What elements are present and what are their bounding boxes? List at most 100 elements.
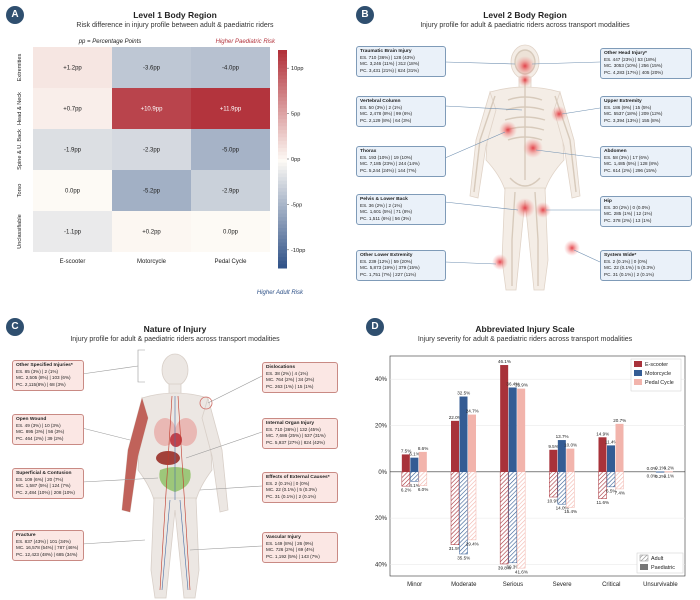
bar-paediatric-label: 10.0% [564,443,577,448]
bar-chart-category-label: Critical [602,582,620,588]
bar-group-label-paediatric: Paediatric [651,565,675,571]
heatmap-cell [112,211,191,252]
panel-b: B Level 2 Body Region Injury profile for… [350,0,700,300]
info-box-thorax: Thorax ES. 193 (10%) | 19 (10%) MC. 7,18… [356,146,446,177]
info-box-abdomen: Abdomen ES. 58 (3%) | 17 (6%) MC. 1,485 … [600,146,692,177]
colorbar-segment [278,191,287,196]
box-line: ES. 50 (3%) | 2 (1%) [360,105,403,111]
bar-legend-label: Pedal Cycle [645,380,674,386]
bar-adult [566,471,575,508]
bar-chart-category-label: Unsurvivable [643,582,678,588]
bar-adult [418,471,428,486]
heatmap-cell [33,129,112,170]
bar-paediatric-label: 7.5% [401,448,411,453]
info-box-pelvis: Pelvis & Lower Back ES. 36 (2%) | 2 (1%)… [356,194,446,225]
bar-adult-label: 0.2% [655,474,665,479]
box-line: ES. 49 (3%) | 10 (3%) [16,423,61,429]
bar-adult-label: 31.5% [449,546,462,551]
bar-chart-category-label: Severe [553,582,573,588]
panel-c-badge: C [6,318,24,336]
bar-paediatric [607,445,615,472]
info-box-traumatic-brain: Traumatic Brain Injury ES. 710 (36%) | 1… [356,46,446,77]
colorbar-segment [278,104,287,109]
box-line: ES. 36 (2%) | 2 (1%) [360,203,403,209]
colorbar-segment [278,238,287,244]
colorbar-segment [278,162,287,167]
box-line: PC. 3,431 (21%) | 624 (31%) [360,67,419,73]
bar-adult-label: 41.6% [515,570,528,575]
bar-paediatric [508,387,517,472]
bar-paediatric-label: 0.2% [664,465,674,470]
box-line: MC. 7,185 (23%) | 244 (14%) [360,161,420,167]
colorbar-segment [278,213,287,218]
heatmap-cell [112,47,191,88]
bar-chart: 40% 20% 0% 20% 40% Minor 7.5% 6.2% 6.1% 4.1% 8.6% 6… [375,355,686,588]
heatmap-cell-label: +0.2pp [142,230,161,236]
colorbar-segment [278,260,287,265]
bar-legend-label: E-scooter [645,362,668,368]
bar-paediatric [517,388,526,472]
bar-adult [606,471,616,488]
heatmap-cell [191,129,270,170]
colorbar-segment [278,68,287,73]
bar-chart-ytick-label: 20% [375,423,388,429]
bar-paediatric [549,449,558,472]
bar-paediatric-label: 9.5% [548,444,558,449]
bar-adult-label: 15.4% [564,509,577,514]
box-line: ES. 38 (2%) | 4 (1%) [266,371,309,377]
box-line: ES. 2 (0.1%) | 0 (0%) [604,259,648,265]
bar-adult [557,471,567,505]
bar-group-label-adult: Adult [651,556,664,562]
info-box-system-wide: System Wide* ES. 2 (0.1%) | 0 (0%) MC. 2… [600,250,692,281]
colorbar-tick-label: -5pp [291,202,302,208]
colorbar-segment [278,93,287,98]
bar-paediatric [451,420,459,472]
box-line: MC. 1,601 (5%) | 71 (8%) [360,209,412,215]
colorbar-segment [278,155,287,160]
heatmap-chart: pp = Percentage Points Higher Paediatric … [17,39,305,296]
box-line: ES. 447 (23%) | 53 (18%) [604,57,657,63]
bar-legend-swatch [634,379,642,385]
box-line: MC. 22 (0.1%) | 5 (0.3%) [266,487,317,493]
heatmap-cell-label: -4.0pp [222,66,240,72]
bar-adult-label: 11.6% [596,500,609,505]
bar-group-swatch-adult [639,554,649,562]
bar-adult-label: 0.0% [647,473,657,478]
panel-b-subtitle: Injury profile for adult & paediatric ri… [420,22,630,29]
box-title: Superficial & Contusion [16,471,72,476]
bar-paediatric-label: 24.7% [466,409,479,414]
colorbar-segment [278,111,287,116]
bar-paediatric [557,440,566,472]
box-title: Abdomen [604,149,627,154]
heatmap-cell-label: -2.3pp [143,148,161,154]
bar-chart-ytick-label: 40% [375,562,388,568]
colorbar-segment [278,133,287,138]
box-line: PC. 1,192 (5%) | 143 (7%) [266,553,320,559]
colorbar-segment [278,129,287,135]
bar-adult [598,471,607,499]
anatomy-figure [81,349,263,599]
info-box-hip: Hip ES. 30 (2%) | 0 (0.0%) MC. 285 (1%) … [600,196,692,227]
bar-adult [401,471,411,487]
colorbar-segment [278,231,287,236]
bar-adult-label: 10.9% [547,499,560,504]
bar-paediatric-label: 8.6% [418,446,428,451]
heatmap-cell [112,129,191,170]
info-box-vascular: Vascular Injury ES. 149 (8%) | 26 (9%) M… [262,532,338,563]
bar-adult-label: 7.4% [615,490,625,495]
info-box-vertebral-column: Vertebral Column ES. 50 (3%) | 2 (1%) MC… [356,96,446,127]
panel-c-subtitle: Injury profile for adult & paediatric ri… [70,336,280,343]
heatmap-cell [191,47,270,88]
colorbar-segment [278,184,287,189]
box-line: ES. 710 (36%) | 128 (43%) [360,55,415,61]
colorbar-segment [278,100,287,105]
info-box-lower-extremity: Other Lower Extremity ES. 239 (12%) | 59… [356,250,446,281]
box-line: ES. 2 (0.1%) | 0 (0%) [266,481,310,487]
colorbar-segment [278,180,287,185]
box-line: PC. 614 (2%) | 296 (15%) [604,167,657,173]
bar-chart-category-label: Moderate [451,582,477,588]
bar-chart-frame [389,355,686,577]
box-line: ES. 239 (12%) | 59 (20%) [360,259,413,265]
box-line: PC. 31 (0.1%) | 2 (0.1%) [604,271,654,277]
box-line: MC. 764 (2%) | 34 (2%) [266,377,315,383]
